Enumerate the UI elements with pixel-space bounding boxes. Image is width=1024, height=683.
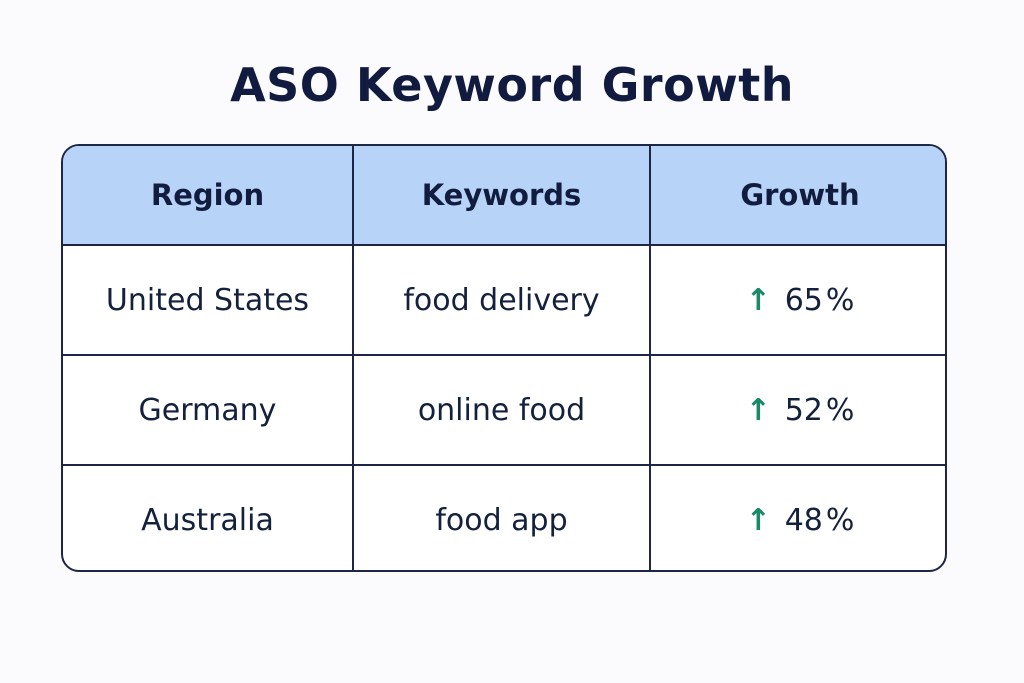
cell-region: Australia: [63, 465, 354, 570]
header-region: Region: [63, 146, 354, 246]
growth-value: 52: [784, 392, 823, 428]
table-row: Germany online food ↑ 52%: [63, 355, 945, 466]
cell-keyword: food delivery: [353, 245, 651, 356]
table-header-row: Region Keywords Growth: [63, 146, 945, 246]
page-title: ASO Keyword Growth: [230, 58, 794, 112]
growth-unit: %: [825, 502, 855, 538]
growth-unit: %: [825, 282, 855, 318]
table-row: United States food delivery ↑ 65%: [63, 245, 945, 356]
growth-table: Region Keywords Growth United States foo…: [63, 146, 945, 570]
growth-value: 65: [784, 282, 823, 318]
arrow-up-icon: ↑: [745, 502, 771, 538]
cell-growth: ↑ 52%: [650, 355, 945, 466]
cell-region: Germany: [63, 355, 354, 466]
header-keywords: Keywords: [353, 146, 651, 246]
cell-growth: ↑ 65%: [650, 245, 945, 356]
cell-keyword: online food: [353, 355, 651, 466]
cell-keyword: food app: [353, 465, 651, 570]
arrow-up-icon: ↑: [745, 392, 771, 428]
growth-unit: %: [825, 392, 855, 428]
cell-growth: ↑ 48%: [650, 465, 945, 570]
cell-region: United States: [63, 245, 354, 356]
header-growth: Growth: [650, 146, 945, 246]
growth-table-container: Region Keywords Growth United States foo…: [61, 144, 947, 572]
table-row: Australia food app ↑ 48%: [63, 465, 945, 570]
growth-value: 48: [784, 502, 823, 538]
arrow-up-icon: ↑: [745, 282, 771, 318]
